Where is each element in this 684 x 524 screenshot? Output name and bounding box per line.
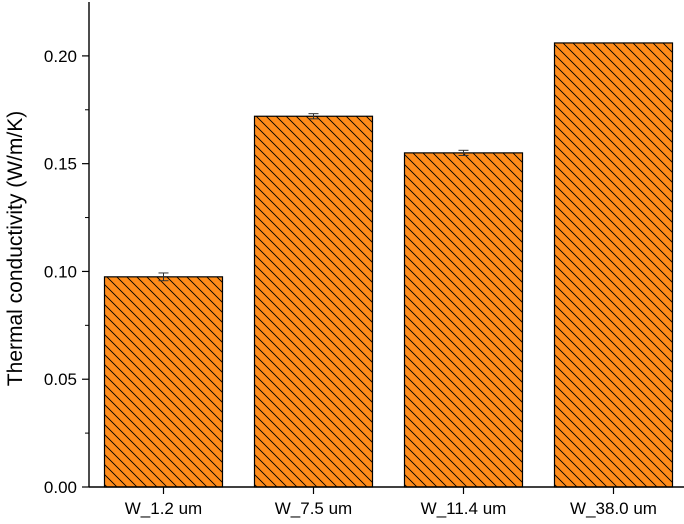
y-tick-label: 0.05 (44, 370, 77, 389)
bars-layer (103, 42, 674, 488)
y-tick-label: 0.15 (44, 155, 77, 174)
x-tick-label: W_11.4 um (421, 499, 507, 518)
bar-group (553, 42, 674, 488)
axes-layer (82, 2, 684, 494)
error-bar (458, 149, 469, 156)
bar (253, 115, 374, 488)
x-tick-label: W_38.0 um (570, 499, 657, 518)
bar (403, 152, 524, 488)
x-tick-label: W_1.2 um (125, 499, 202, 518)
x-tick-label: W_7.5 um (275, 499, 352, 518)
bar (103, 276, 224, 488)
bar-group (253, 113, 374, 488)
y-tick-label: 0.10 (44, 262, 77, 281)
bar (553, 42, 674, 488)
bar-group (403, 149, 524, 488)
error-bar (158, 272, 169, 282)
y-tick-label: 0.00 (44, 478, 77, 497)
labels-layer: W_1.2 um W_7.5 um W_11.4 um W_38.0 um 0.00 0.… (44, 47, 657, 518)
y-axis-title: Thermal conductivity (W/m/K) (4, 111, 27, 386)
bar-group (103, 272, 224, 488)
error-bar (308, 113, 319, 120)
y-tick-label: 0.20 (44, 47, 77, 66)
